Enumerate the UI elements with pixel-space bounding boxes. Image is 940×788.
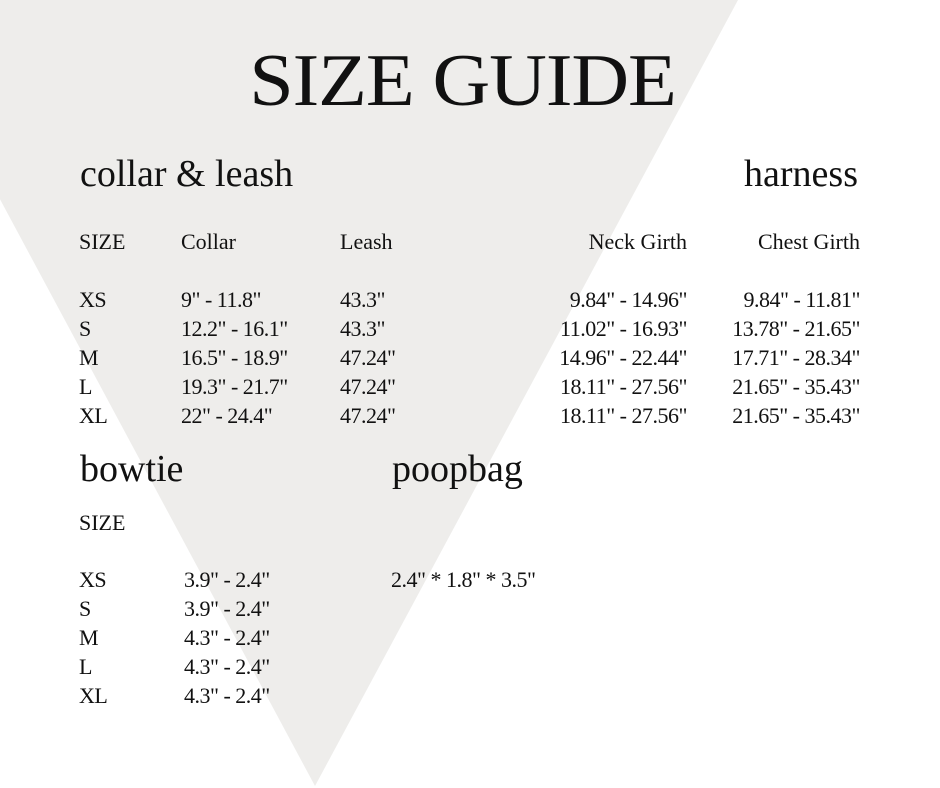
bowtie-size-cell: L [79,654,92,679]
column-header-size: SIZE [79,229,126,254]
leash-cell: 43.3" [340,287,385,312]
page-title: SIZE GUIDE [249,40,677,122]
section-heading-poopbag: poopbag [392,448,523,490]
column-header-neck-girth: Neck Girth [588,229,687,254]
chest-girth-cell: 21.65" - 35.43" [732,403,860,428]
section-heading-harness: harness [744,153,858,195]
bowtie-size-cell: XL [79,683,108,708]
bowtie-measure-cell: 4.3" - 2.4" [184,683,270,708]
collar-cell: 19.3" - 21.7" [181,374,288,399]
column-header-leash: Leash [340,229,393,254]
section-heading-collar-leash: collar & leash [80,153,294,195]
chest-girth-cell: 13.78" - 21.65" [732,316,860,341]
column-header-collar: Collar [181,229,236,254]
chest-girth-cell: 17.71" - 28.34" [732,345,860,370]
bowtie-measure-cell: 4.3" - 2.4" [184,654,270,679]
column-header-chest-girth: Chest Girth [757,229,860,254]
section-heading-bowtie: bowtie [80,448,184,490]
collar-cell: 16.5" - 18.9" [181,345,288,370]
neck-girth-cell: 18.11" - 27.56" [560,403,687,428]
chest-girth-cell: 21.65" - 35.43" [732,374,860,399]
size-cell: S [79,316,91,341]
size-cell: L [79,374,92,399]
collar-cell: 12.2" - 16.1" [181,316,288,341]
collar-cell: 22" - 24.4" [181,403,273,428]
bowtie-measure-cell: 4.3" - 2.4" [184,625,270,650]
bowtie-measure-cell: 3.9" - 2.4" [184,567,270,592]
collar-cell: 9" - 11.8" [181,287,261,312]
bowtie-size-cell: M [79,625,99,650]
leash-cell: 47.24" [340,374,396,399]
size-cell: XS [79,287,107,312]
bowtie-size-cell: S [79,596,91,621]
size-cell: M [79,345,99,370]
bowtie-measure-cell: 3.9" - 2.4" [184,596,270,621]
neck-girth-cell: 9.84" - 14.96" [569,287,688,312]
neck-girth-cell: 18.11" - 27.56" [560,374,687,399]
size-cell: XL [79,403,108,428]
leash-cell: 43.3" [340,316,385,341]
neck-girth-cell: 14.96" - 22.44" [559,345,687,370]
bowtie-size-label: SIZE [79,510,126,535]
poopbag-dimensions: 2.4" * 1.8" * 3.5" [391,567,536,592]
bowtie-size-cell: XS [79,567,107,592]
neck-girth-cell: 11.02" - 16.93" [560,316,687,341]
leash-cell: 47.24" [340,345,396,370]
chest-girth-cell: 9.84" - 11.81" [743,287,861,312]
leash-cell: 47.24" [340,403,396,428]
